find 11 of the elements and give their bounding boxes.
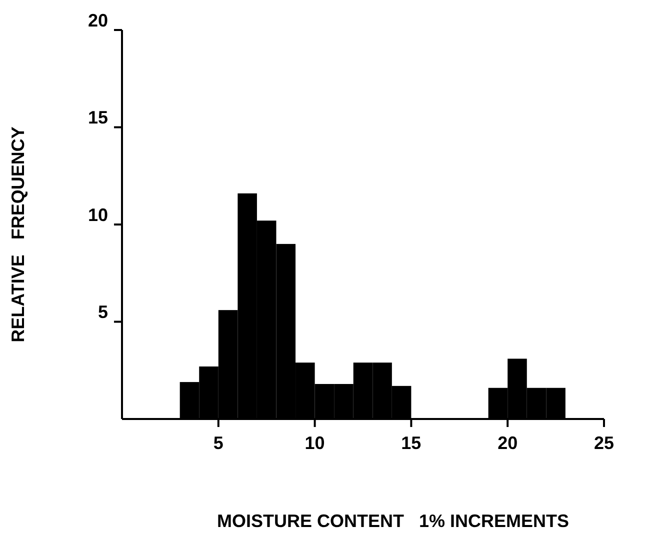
y-tick-label: 5 xyxy=(98,302,108,322)
x-tick-label: 10 xyxy=(304,433,325,453)
x-tick-label: 25 xyxy=(594,433,614,453)
x-axis-title: MOISTURE CONTENT 1% INCREMENTS xyxy=(216,511,570,531)
y-tick-label: 15 xyxy=(88,108,108,128)
x-tick-label: 15 xyxy=(401,433,422,453)
x-tick-label: 5 xyxy=(213,433,224,453)
x-tick-label: 20 xyxy=(498,433,518,453)
y-tick-label: 20 xyxy=(88,10,108,30)
y-tick-label: 10 xyxy=(88,204,108,225)
y-axis-title: RELATIVE FREQUENCY xyxy=(8,126,28,342)
